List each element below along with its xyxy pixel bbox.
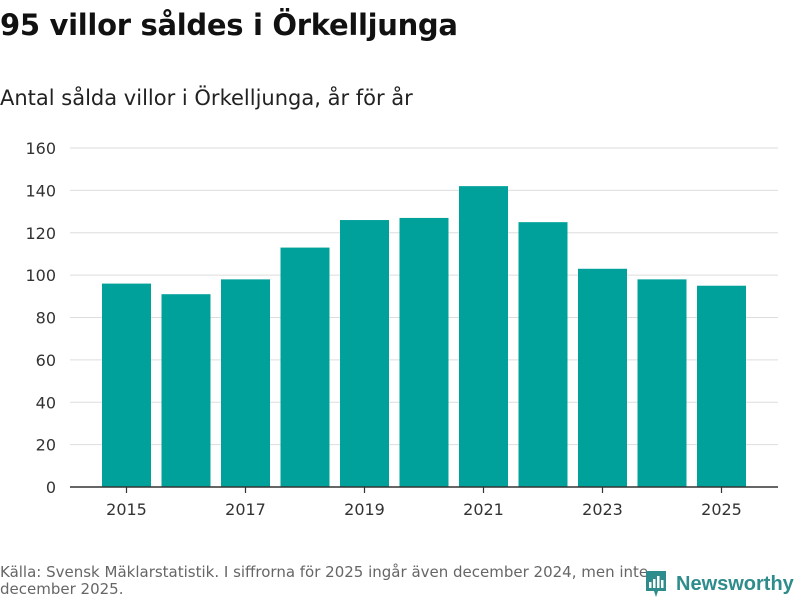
y-tick-label: 60 [36, 351, 56, 370]
bar-2022 [518, 222, 568, 487]
x-tick-label: 2017 [225, 500, 266, 519]
bar-2015 [102, 283, 151, 487]
y-tick-label: 80 [36, 309, 56, 328]
bar-2020 [399, 217, 449, 487]
bars [102, 186, 746, 487]
bar-2017 [221, 279, 270, 487]
y-tick-label: 40 [36, 393, 56, 412]
bar-2024 [637, 279, 687, 487]
x-tick-label: 2021 [463, 500, 504, 519]
bar-2025 [697, 285, 746, 487]
bar-2023 [578, 268, 627, 487]
newsworthy-logo[interactable]: Newsworthy [644, 569, 794, 599]
x-tick-label: 2023 [582, 500, 623, 519]
bar-chart: 2015 2017 2019 2021 2023 2025 0 20 40 60 80 100 120… [25, 139, 778, 519]
y-tick-label: 160 [25, 139, 56, 158]
chart-title: 95 villor såldes i Örkelljunga [0, 8, 458, 42]
newsworthy-icon [646, 571, 666, 597]
x-tick-label: 2025 [701, 500, 742, 519]
y-tick-label: 0 [46, 478, 56, 497]
x-tick-label: 2019 [344, 500, 385, 519]
y-tick-label: 120 [25, 224, 56, 243]
y-axis-labels: 0 20 40 60 80 100 120 140 160 [25, 139, 56, 497]
y-tick-label: 100 [25, 266, 56, 285]
x-tick-label: 2015 [106, 500, 147, 519]
bar-2019 [340, 220, 389, 487]
bar-2016 [161, 294, 211, 487]
y-tick-label: 140 [25, 181, 56, 200]
chart-subtitle: Antal sålda villor i Örkelljunga, år för… [0, 86, 413, 110]
brand-name: Newsworthy [676, 572, 794, 595]
source-note: Källa: Svensk Mäklarstatistik. I siffror… [0, 563, 649, 598]
bar-2018 [280, 247, 330, 487]
x-axis-ticks: 2015 2017 2019 2021 2023 2025 [106, 487, 742, 519]
bar-2021 [459, 186, 508, 487]
y-tick-label: 20 [36, 436, 56, 455]
